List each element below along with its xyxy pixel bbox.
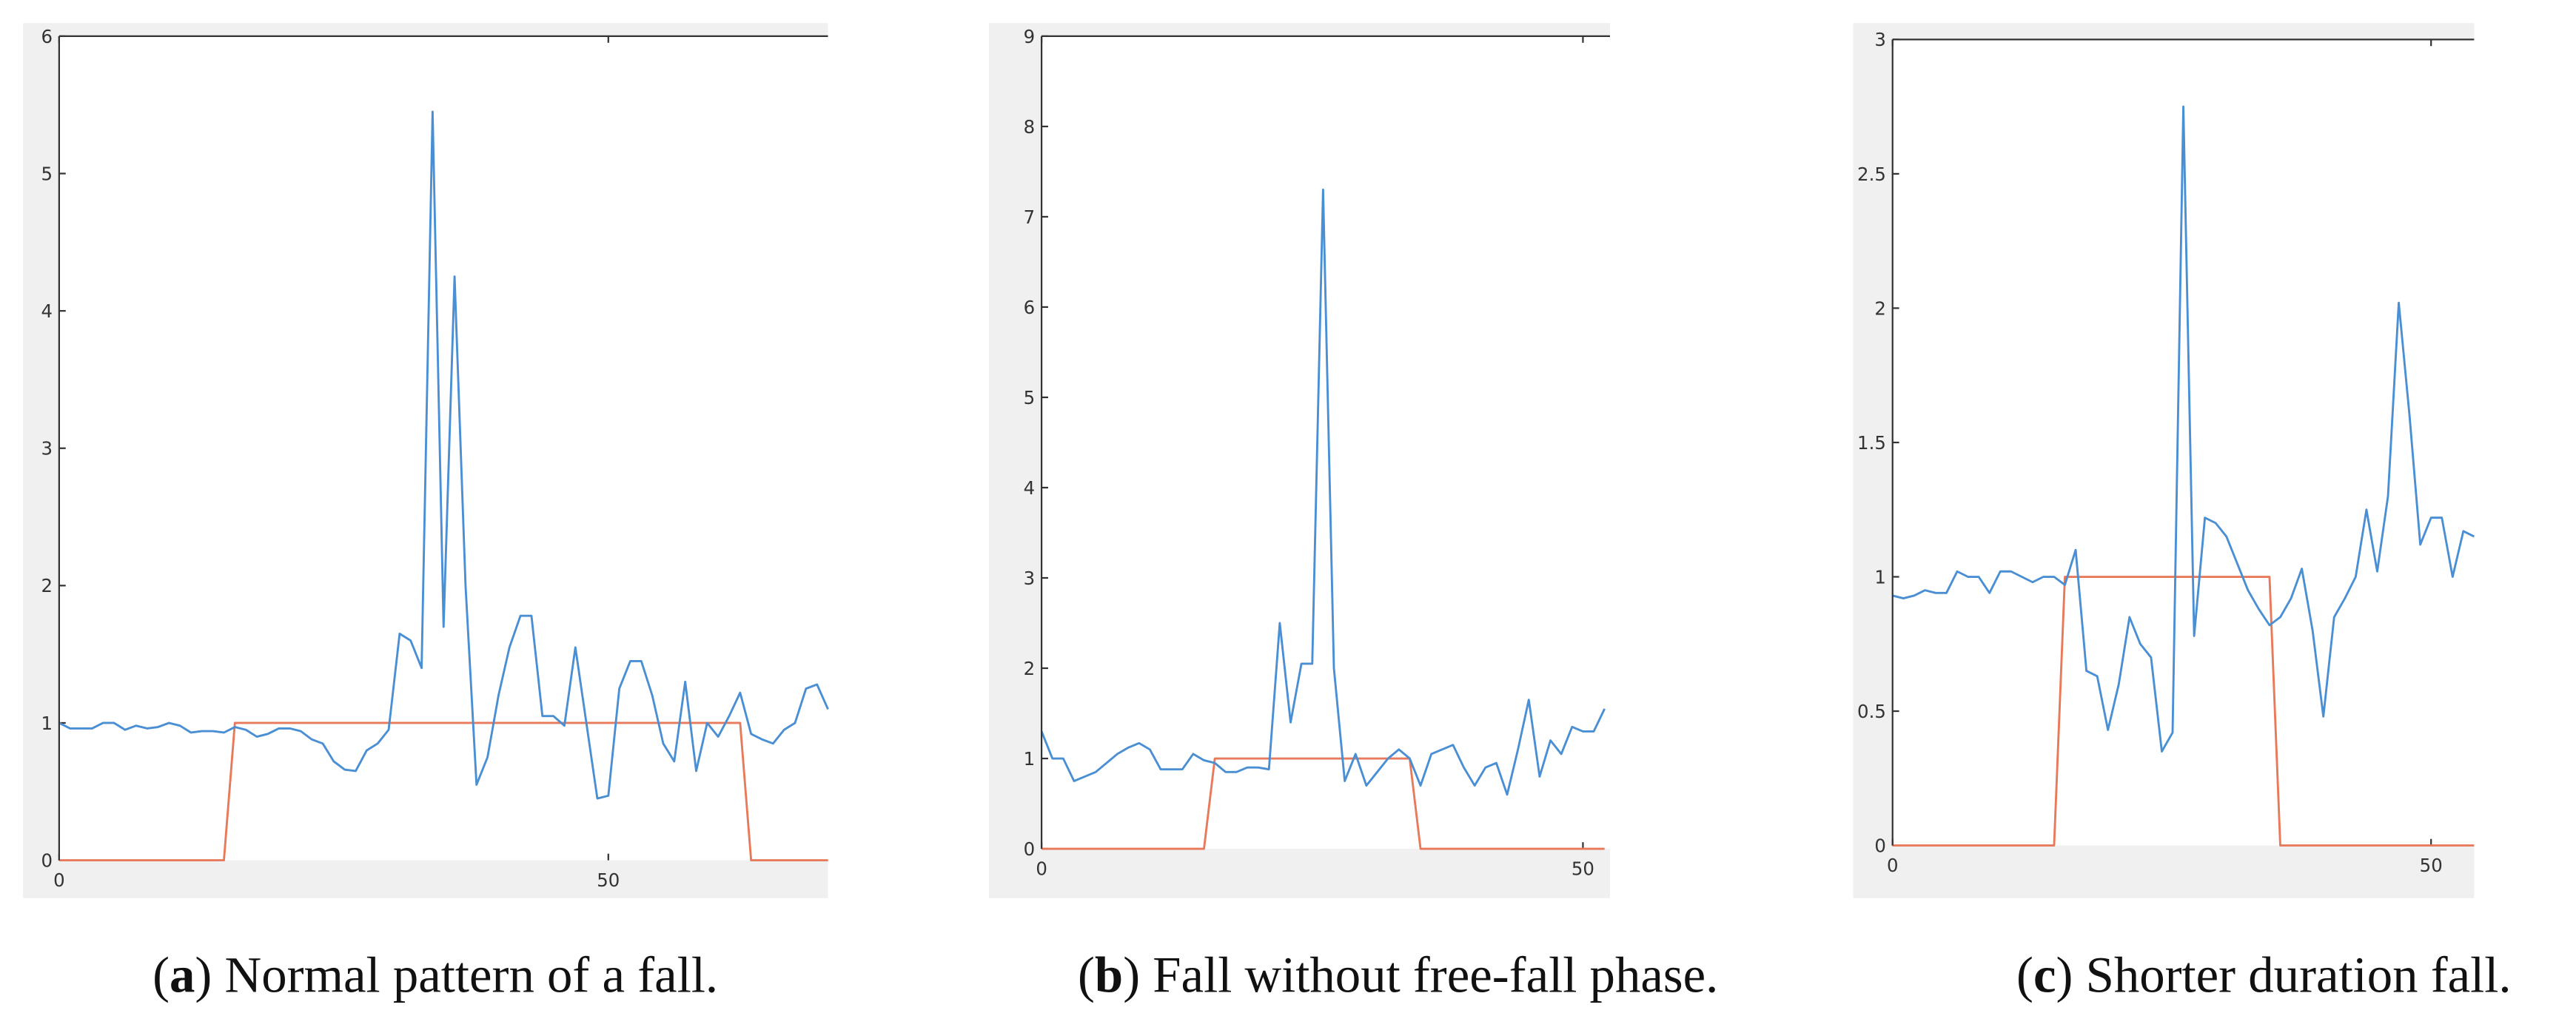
y-tick-label: 0	[41, 849, 53, 871]
x-tick-label: 0	[1887, 855, 1899, 876]
series-line	[1042, 757, 1605, 850]
caption-label: c	[2033, 946, 2056, 1003]
y-tick-label: 1.5	[1857, 432, 1886, 454]
y-tick-label: 2	[1024, 658, 1036, 679]
caption-text: ) Shorter duration fall.	[2056, 946, 2511, 1003]
plot-area	[58, 36, 828, 861]
y-tick-label: 3	[1024, 568, 1036, 589]
series-line	[58, 110, 829, 800]
y-tick-label: 3	[1874, 29, 1886, 50]
y-tick-label: 2	[41, 575, 53, 596]
caption-label: b	[1095, 946, 1123, 1003]
y-tick-label: 0	[1024, 838, 1036, 860]
series-line	[58, 721, 828, 862]
caption-text: ) Fall without free-fall phase.	[1123, 946, 1718, 1003]
plot-area	[1042, 36, 1610, 849]
chart: 0 0.5 1 1.5 2 2.5 3 0 50 (c) Shorter duration fal…	[1853, 23, 2512, 1003]
y-tick-label: 8	[1024, 116, 1036, 138]
caption-prefix: (	[1078, 946, 1095, 1003]
caption-prefix: (	[2016, 946, 2033, 1003]
y-tick-label: 3	[41, 438, 53, 460]
y-tick-label: 1	[1874, 566, 1886, 588]
x-tick-label: 50	[1572, 858, 1594, 880]
x-tick-label: 50	[597, 869, 620, 891]
y-tick-label: 4	[1024, 477, 1036, 499]
caption: (a) Normal pattern of a fall.	[152, 946, 718, 1003]
y-tick-label: 1	[41, 713, 53, 734]
y-tick-label: 1	[1024, 748, 1036, 770]
x-tick-label: 0	[53, 869, 65, 891]
caption: (b) Fall without free-fall phase.	[1078, 946, 1718, 1003]
plot-area	[1892, 39, 2475, 846]
y-tick-label: 4	[41, 300, 53, 322]
y-tick-label: 5	[41, 163, 53, 184]
x-tick-label: 50	[2420, 855, 2443, 876]
y-tick-label: 6	[41, 26, 53, 47]
y-tick-label: 7	[1024, 206, 1036, 228]
series-line	[1892, 105, 2475, 753]
caption-label: a	[170, 946, 195, 1003]
y-tick-label: 0.5	[1857, 701, 1886, 722]
y-tick-label: 6	[1024, 297, 1036, 318]
chart: 0 1 2 3 4 5 6 0 50 (a) Normal pattern of a fall.	[23, 23, 829, 1003]
y-tick-label: 9	[1024, 26, 1036, 47]
y-tick-label: 2.5	[1857, 164, 1886, 185]
caption-text: ) Normal pattern of a fall.	[195, 946, 718, 1003]
series-line	[1892, 576, 2475, 847]
series-line	[1040, 188, 1606, 796]
chart: 0 1 2 3 4 5 6 7 8 9 0 50 (b) Fall without free-fall …	[989, 23, 1718, 1003]
y-tick-label: 2	[1874, 297, 1886, 319]
caption: (c) Shorter duration fall.	[2016, 946, 2512, 1003]
x-tick-label: 0	[1036, 858, 1047, 880]
y-tick-label: 0	[1874, 835, 1886, 856]
caption-prefix: (	[152, 946, 170, 1003]
y-tick-label: 5	[1024, 387, 1036, 408]
